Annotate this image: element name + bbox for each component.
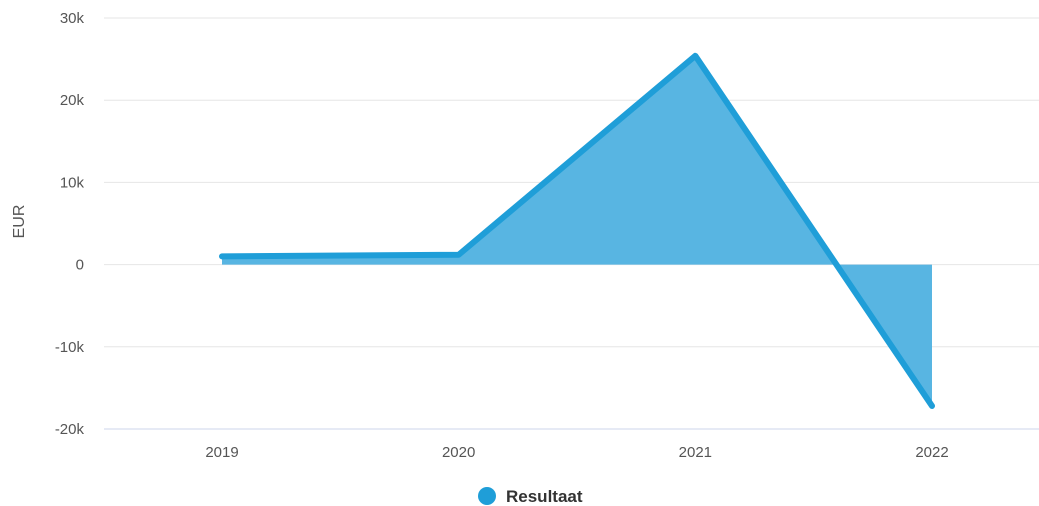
x-tick-label: 2022 [915, 444, 948, 461]
x-tick-label: 2019 [205, 444, 238, 461]
series-area [222, 55, 932, 406]
y-tick-label: 20k [60, 92, 85, 109]
y-axis-tick-labels: -20k -10k 0 10k 20k 30k [55, 10, 85, 438]
y-tick-label: -10k [55, 339, 85, 356]
y-tick-label: 30k [60, 10, 85, 27]
legend-marker-resultaat[interactable] [478, 487, 496, 505]
legend[interactable]: Resultaat [478, 487, 583, 506]
y-axis-title: EUR [11, 205, 28, 239]
y-tick-label: 10k [60, 174, 85, 191]
area-fill-resultaat [222, 55, 932, 406]
x-tick-label: 2021 [679, 444, 712, 461]
x-tick-label: 2020 [442, 444, 475, 461]
legend-label-resultaat[interactable]: Resultaat [506, 487, 583, 506]
x-axis-tick-labels: 2019 2020 2021 2022 [205, 444, 948, 461]
y-tick-label: 0 [76, 257, 84, 274]
series-line-resultaat[interactable] [219, 52, 935, 409]
series-line [219, 52, 935, 409]
y-tick-label: -20k [55, 421, 85, 438]
